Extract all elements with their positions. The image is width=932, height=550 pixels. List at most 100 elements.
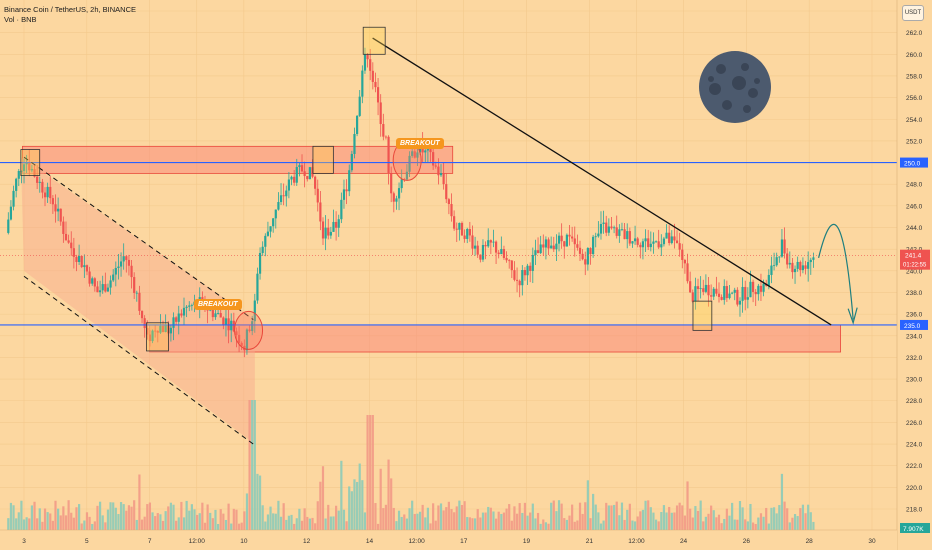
volume-bar	[623, 519, 626, 530]
volume-bar	[290, 514, 293, 530]
volume-bar	[329, 516, 332, 530]
volume-bar	[245, 493, 249, 530]
volume-bar	[466, 517, 469, 530]
volume-bar	[405, 518, 409, 530]
volume-bar	[657, 521, 660, 530]
candle-body	[754, 291, 757, 295]
projection-arrow-head	[847, 307, 858, 325]
marker-box	[692, 300, 713, 331]
candle-body	[169, 327, 172, 334]
volume-bar	[707, 513, 710, 530]
candle-body	[772, 265, 776, 267]
volume-bar	[201, 502, 204, 530]
volume-bar	[382, 508, 385, 530]
volume-bar	[757, 517, 760, 530]
candle-body	[143, 318, 146, 329]
volume-bar	[314, 523, 317, 530]
volume-bar	[568, 515, 571, 530]
candle-body	[25, 162, 28, 165]
candle-body	[691, 292, 694, 302]
candle-body	[248, 329, 251, 332]
volume-bar	[91, 523, 94, 530]
volume-bar	[508, 504, 511, 530]
candle-body	[518, 280, 521, 286]
candle-body	[660, 244, 663, 248]
y-tick-label: 230.0	[906, 377, 923, 384]
candle-body	[654, 241, 658, 243]
candle-body	[371, 70, 374, 82]
volume-bar	[371, 415, 374, 530]
volume-bar	[327, 504, 330, 530]
candle-body	[266, 231, 270, 236]
candle-body	[387, 136, 390, 174]
candle-body	[376, 87, 380, 103]
y-tick-label: 258.0	[906, 73, 923, 80]
volume-bar	[437, 505, 440, 530]
volume-bar	[723, 518, 726, 530]
projection-arrow	[818, 223, 854, 320]
volume-bar	[699, 500, 702, 530]
volume-bar	[681, 505, 684, 530]
candle-body	[539, 244, 542, 254]
volume-bar	[809, 512, 812, 530]
volume-bar	[728, 515, 731, 530]
currency-button[interactable]: USDT	[902, 5, 924, 21]
volume-bar	[710, 505, 713, 530]
volume-bar	[515, 513, 519, 530]
volume-bar	[447, 501, 450, 530]
price-badge-lower-bg	[900, 319, 928, 330]
candle-body	[258, 252, 262, 274]
volume-badge-value: 7.907K	[903, 526, 924, 533]
volume-bar	[119, 502, 123, 530]
volume-bar	[523, 502, 527, 530]
volume-bar	[594, 504, 597, 530]
volume-bar	[285, 519, 288, 530]
candle-body	[327, 227, 330, 236]
volume-bar	[636, 516, 639, 530]
candle-body	[484, 244, 487, 247]
volume-bar	[269, 506, 272, 530]
volume-bar	[801, 504, 805, 530]
candle-body	[232, 320, 235, 332]
volume-bar	[70, 512, 73, 530]
candle-body	[38, 181, 41, 183]
candle-body	[319, 202, 322, 222]
volume-bar	[41, 521, 44, 530]
volume-bar	[51, 520, 54, 530]
price-badge-upper: 250.0	[904, 161, 921, 168]
volume-bar	[28, 518, 31, 530]
candle-body	[130, 265, 133, 278]
x-tick-label: 12:00	[408, 538, 425, 545]
candle-body	[649, 243, 652, 248]
candle-body	[361, 70, 364, 97]
candle-body	[497, 252, 500, 255]
candle-body	[188, 305, 191, 307]
volume-bar	[264, 521, 267, 530]
candle-body	[140, 310, 144, 319]
candle-body	[639, 244, 642, 248]
x-tick-label: 3	[22, 538, 26, 545]
volume-bar	[704, 516, 707, 530]
moon-crater	[722, 100, 732, 110]
candle-body	[345, 189, 348, 192]
candle-body	[411, 151, 414, 156]
candle-body	[641, 241, 645, 248]
candle-body	[668, 232, 671, 244]
candle-body	[581, 253, 584, 260]
candle-body	[560, 235, 563, 242]
candle-body	[633, 238, 637, 242]
volume-bar	[712, 510, 715, 530]
volume-bar	[98, 501, 102, 530]
volume-bar	[731, 502, 734, 530]
candle-body	[662, 238, 666, 245]
volume-bar	[715, 517, 718, 530]
volume-bar	[455, 506, 458, 530]
candle-body	[353, 134, 356, 154]
volume-bar	[164, 511, 167, 530]
volume-bar	[736, 519, 739, 530]
volume-bar	[9, 502, 13, 530]
candle-body	[64, 233, 68, 241]
volume-bar	[274, 513, 277, 530]
breakout-circle-lower	[234, 310, 264, 350]
